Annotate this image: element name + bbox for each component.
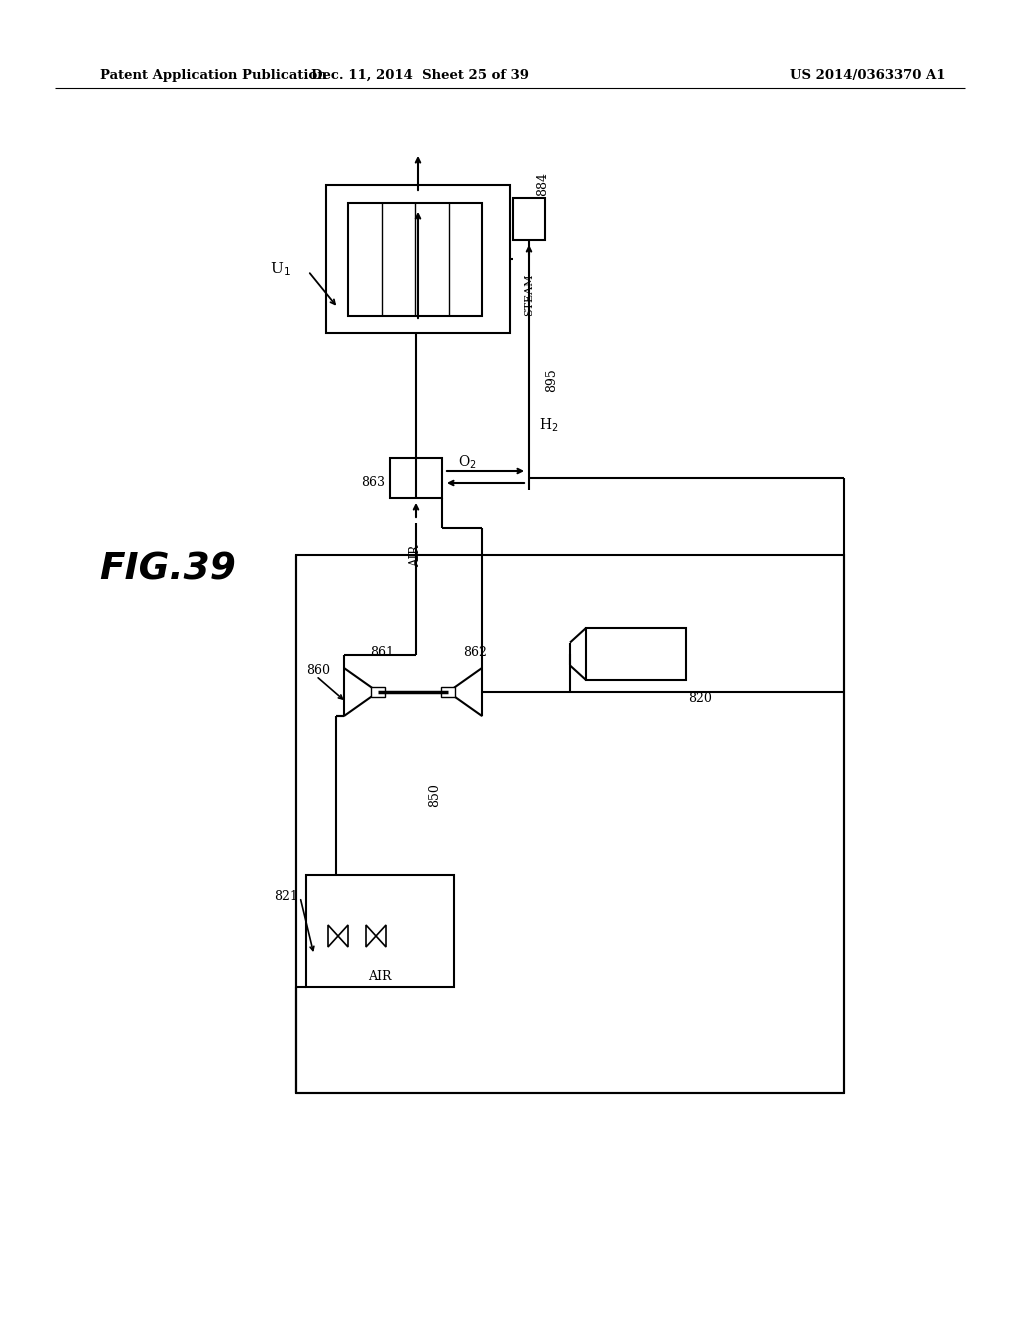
Bar bbox=[326, 185, 510, 333]
Text: 850: 850 bbox=[428, 783, 441, 807]
Bar bbox=[586, 628, 686, 680]
Text: Dec. 11, 2014  Sheet 25 of 39: Dec. 11, 2014 Sheet 25 of 39 bbox=[311, 69, 529, 82]
Bar bbox=[390, 458, 442, 498]
Polygon shape bbox=[344, 668, 378, 715]
Text: 862: 862 bbox=[463, 645, 486, 659]
Polygon shape bbox=[328, 925, 338, 946]
Text: 861: 861 bbox=[370, 645, 394, 659]
Bar bbox=[296, 554, 844, 1093]
Text: Patent Application Publication: Patent Application Publication bbox=[100, 69, 327, 82]
Text: 863: 863 bbox=[361, 477, 385, 490]
Text: 895: 895 bbox=[545, 368, 558, 392]
Text: H$_2$: H$_2$ bbox=[539, 416, 558, 434]
Text: FIG.39: FIG.39 bbox=[99, 552, 237, 587]
Bar bbox=[513, 198, 545, 240]
Text: US 2014/0363370 A1: US 2014/0363370 A1 bbox=[790, 69, 945, 82]
Polygon shape bbox=[366, 925, 376, 946]
Text: O$_2$: O$_2$ bbox=[458, 453, 477, 471]
Text: 860: 860 bbox=[306, 664, 330, 676]
Text: 821: 821 bbox=[274, 891, 298, 903]
Text: STEAM: STEAM bbox=[524, 273, 534, 317]
Polygon shape bbox=[449, 668, 482, 715]
Text: AIR: AIR bbox=[410, 545, 423, 568]
Text: 884: 884 bbox=[537, 172, 550, 195]
Bar bbox=[306, 875, 454, 987]
Text: 820: 820 bbox=[688, 692, 712, 705]
Polygon shape bbox=[376, 925, 386, 946]
Text: U$_1$: U$_1$ bbox=[270, 260, 291, 277]
Bar bbox=[441, 686, 455, 697]
Bar bbox=[371, 686, 385, 697]
Bar bbox=[348, 203, 482, 315]
Polygon shape bbox=[338, 925, 348, 946]
Text: AIR: AIR bbox=[369, 970, 392, 983]
